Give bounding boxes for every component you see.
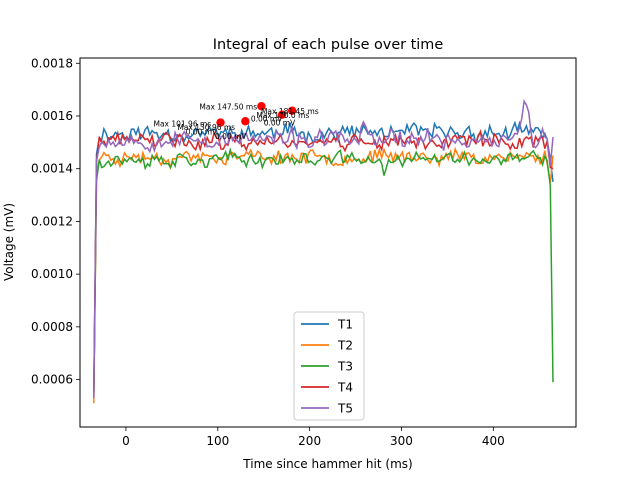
legend-label-t1: T1 <box>337 318 353 332</box>
legend-label-t2: T2 <box>337 339 353 353</box>
x-tick-label: 200 <box>298 434 321 448</box>
series-layer <box>93 98 554 404</box>
peak-annotation: 0.00 mV <box>186 127 218 136</box>
series-line-t5 <box>93 98 554 399</box>
peak-marker <box>287 106 297 115</box>
y-axis-ticks: 0.0006 0.0008 0.0010 0.0012 0.0014 0.0016 0.00… <box>31 56 80 387</box>
peak-annotation: Max 147.50 ms <box>199 102 257 111</box>
x-tick-label: 300 <box>390 434 413 448</box>
legend-label-t3: T3 <box>337 360 353 374</box>
peak-annotation: Max 130.96 ms <box>177 123 235 132</box>
plot-frame <box>79 57 577 428</box>
legend: T1 T2 T3 T4 T5 <box>293 311 365 421</box>
y-tick-label: 0.0016 <box>31 109 73 123</box>
y-axis-label: Voltage (mV) <box>2 203 16 281</box>
y-tick-label: 0.0012 <box>31 214 73 228</box>
peak-marker <box>277 110 287 119</box>
peak-markers <box>216 102 297 127</box>
y-tick-label: 0.0014 <box>31 162 73 176</box>
y-tick-label: 0.0008 <box>31 320 73 334</box>
y-tick-label: 0.0018 <box>31 56 73 70</box>
x-tick-label: 100 <box>206 434 229 448</box>
y-tick-label: 0.0006 <box>31 373 73 387</box>
series-line-t3 <box>93 147 554 393</box>
y-tick-label: 0.0010 <box>31 267 73 281</box>
peak-annotation: Max 170.0 ms <box>256 111 309 120</box>
x-axis-label: Time since hammer hit (ms) <box>242 457 412 471</box>
peak-annotation: 0.00 mV <box>215 132 247 141</box>
peak-marker <box>241 117 250 126</box>
peak-annotation: 0.00 mV <box>264 119 296 128</box>
peak-annotation: Max 181.45 ms <box>261 107 319 116</box>
peak-annotation: 0.00 mV <box>251 114 283 123</box>
chart-title: Integral of each pulse over time <box>213 37 444 53</box>
peak-annotation: Max 101.96 ms <box>153 120 211 129</box>
legend-label-t4: T4 <box>337 381 353 395</box>
x-axis-ticks: 0 100 200 300 400 <box>122 427 505 448</box>
legend-label-t5: T5 <box>337 402 353 416</box>
peak-marker <box>216 118 225 127</box>
x-tick-label: 400 <box>482 434 505 448</box>
x-tick-label: 0 <box>122 434 130 448</box>
peak-marker <box>257 102 266 111</box>
